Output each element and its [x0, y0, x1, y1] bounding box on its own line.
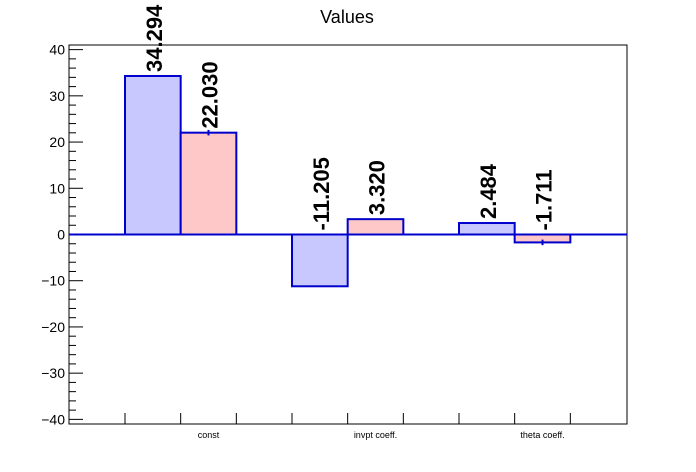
y-tick-label: 20: [49, 134, 65, 150]
y-tick-label: 30: [49, 88, 65, 104]
data-label: -11.205: [309, 157, 334, 230]
bar: [346, 218, 405, 236]
y-tick-label: −20: [41, 319, 65, 335]
y-tick-label: 0: [57, 227, 65, 243]
bar: [124, 74, 182, 236]
bar: [179, 131, 238, 236]
x-tick-label: theta coeff.: [520, 430, 564, 440]
data-label: 2.484: [476, 163, 501, 219]
data-label: 34.294: [142, 4, 167, 72]
y-tick-label: −30: [41, 365, 65, 381]
y-tick-label: −10: [41, 273, 65, 289]
y-tick-label: 40: [49, 42, 65, 58]
y-tick-label: 10: [49, 180, 65, 196]
x-tick-label: invpt coeff.: [354, 430, 397, 440]
y-tick-label: −40: [41, 411, 65, 427]
x-tick-label: const: [198, 430, 220, 440]
bar: [291, 233, 349, 288]
data-label: 3.320: [365, 160, 390, 215]
bar: [458, 222, 516, 236]
chart-title: Values: [320, 7, 374, 27]
plot-area: −40 −30 −20 −10 0 10 20 30 40 const invpt coeff. th…: [41, 4, 628, 440]
data-label: -1.711: [532, 169, 557, 230]
data-label: 22.030: [198, 61, 223, 128]
